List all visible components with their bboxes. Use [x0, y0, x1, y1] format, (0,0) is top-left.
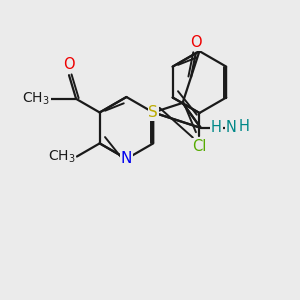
Text: N: N [121, 151, 132, 166]
Text: H: H [239, 119, 250, 134]
Text: CH$_3$: CH$_3$ [22, 91, 50, 107]
Text: O: O [63, 57, 75, 72]
Text: Cl: Cl [192, 139, 207, 154]
Text: CH$_3$: CH$_3$ [48, 148, 75, 165]
Text: N: N [225, 120, 236, 135]
Text: H: H [211, 120, 222, 135]
Text: S: S [148, 105, 158, 120]
Text: O: O [190, 35, 202, 50]
